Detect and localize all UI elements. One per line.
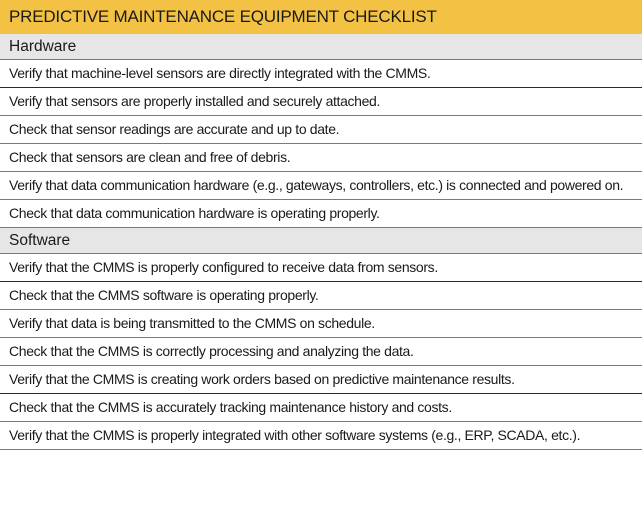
checklist-item: Check that sensors are clean and free of… <box>0 144 642 172</box>
checklist-table: PREDICTIVE MAINTENANCE EQUIPMENT CHECKLI… <box>0 0 642 450</box>
checklist-item: Verify that data communication hardware … <box>0 172 642 200</box>
checklist-item: Verify that the CMMS is properly configu… <box>0 254 642 282</box>
section-header-software: Software <box>0 228 642 254</box>
checklist-item: Check that sensor readings are accurate … <box>0 116 642 144</box>
checklist-item: Verify that machine-level sensors are di… <box>0 60 642 88</box>
checklist-item: Check that the CMMS is correctly process… <box>0 338 642 366</box>
checklist-title: PREDICTIVE MAINTENANCE EQUIPMENT CHECKLI… <box>0 0 642 34</box>
checklist-item: Verify that sensors are properly install… <box>0 88 642 116</box>
checklist-item: Check that the CMMS software is operatin… <box>0 282 642 310</box>
checklist-item: Verify that data is being transmitted to… <box>0 310 642 338</box>
checklist-item: Check that data communication hardware i… <box>0 200 642 228</box>
checklist-item: Verify that the CMMS is properly integra… <box>0 422 642 450</box>
checklist-item: Verify that the CMMS is creating work or… <box>0 366 642 394</box>
section-header-hardware: Hardware <box>0 34 642 60</box>
checklist-item: Check that the CMMS is accurately tracki… <box>0 394 642 422</box>
